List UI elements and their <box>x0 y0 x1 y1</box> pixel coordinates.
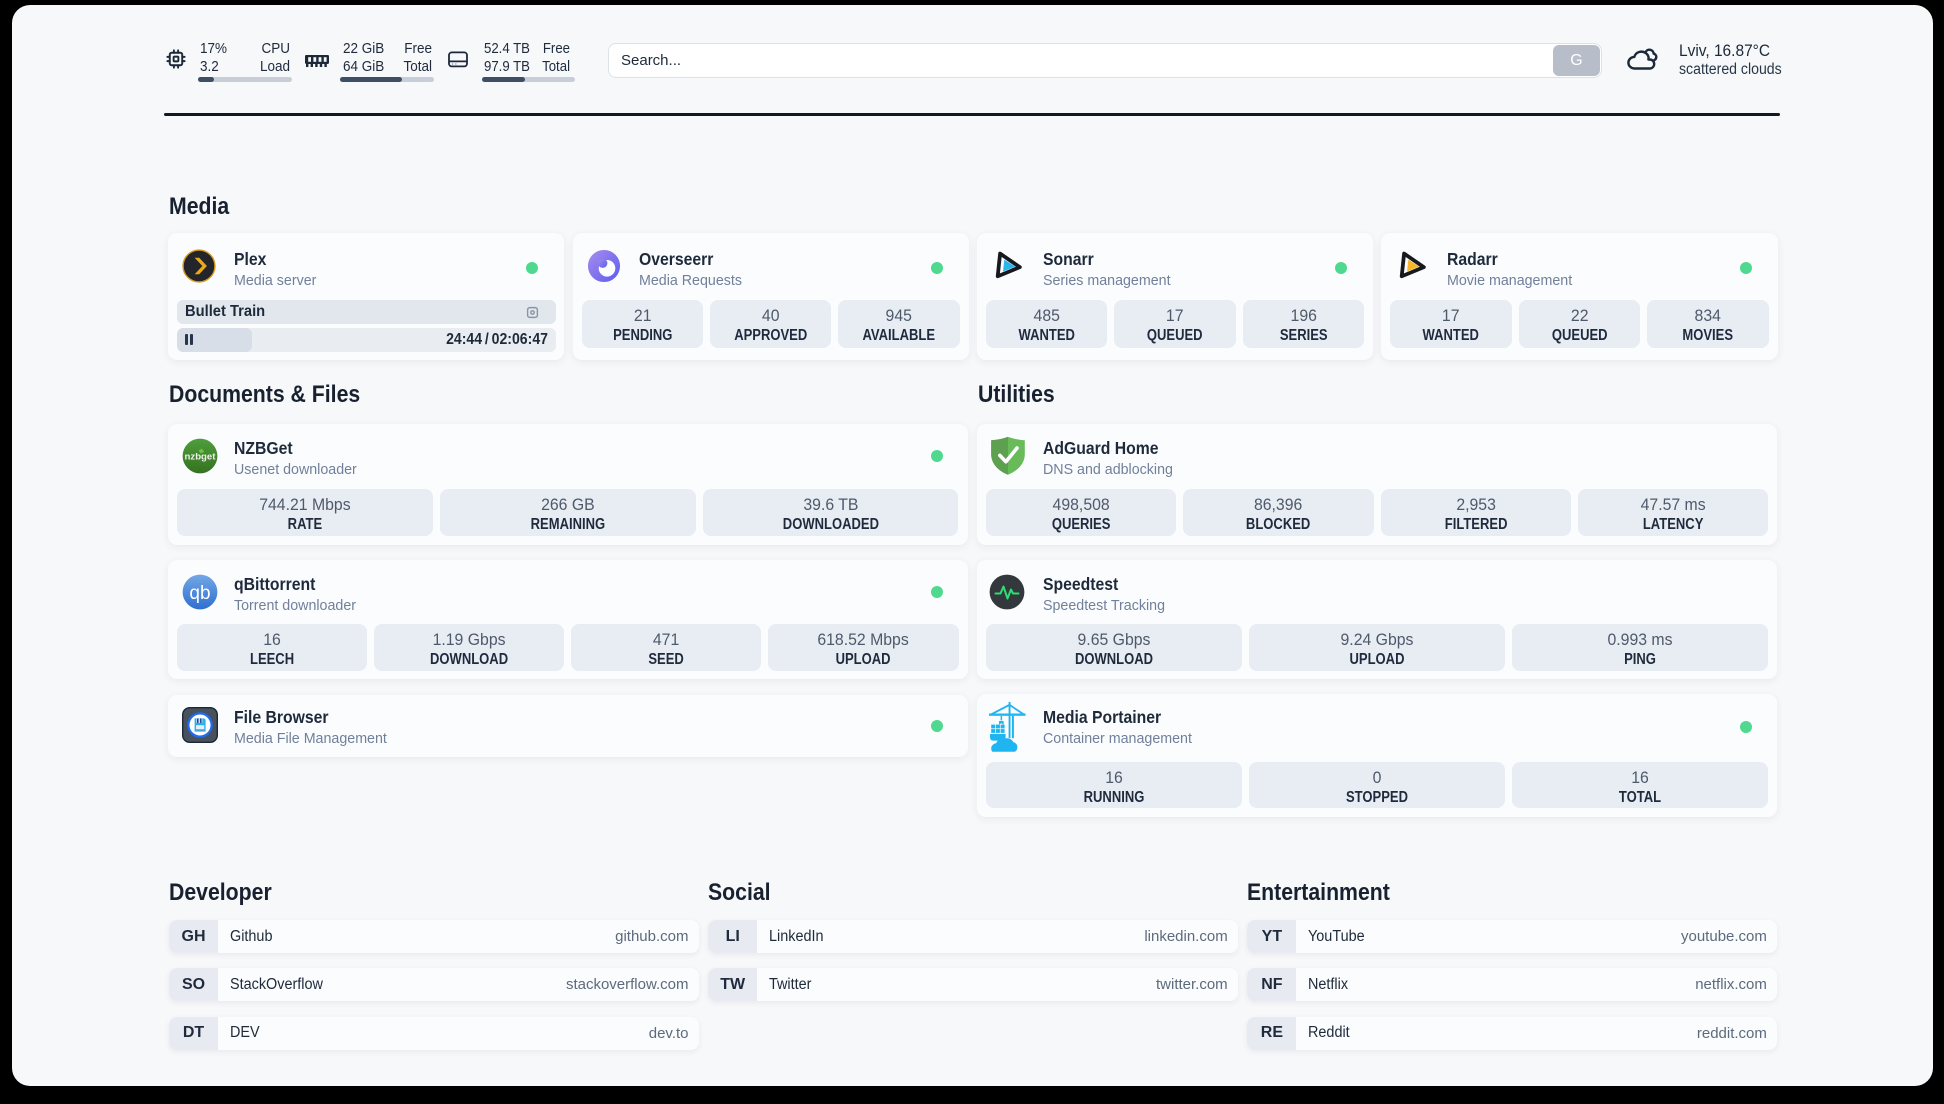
svg-text:qb: qb <box>189 583 210 604</box>
svg-text:nzbget: nzbget <box>185 452 217 463</box>
